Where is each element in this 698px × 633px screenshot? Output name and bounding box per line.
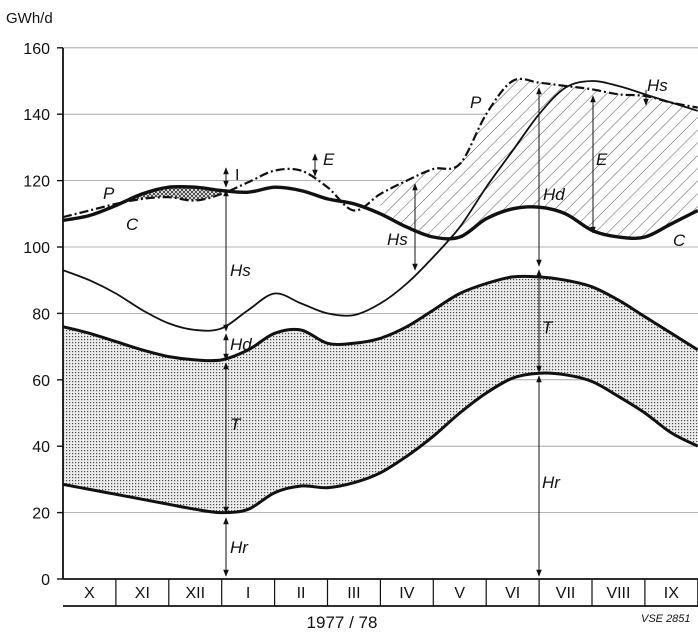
- series-line-hr: [63, 371, 698, 515]
- month-label-XI: XI: [135, 585, 150, 602]
- label-hs-right: Hs: [647, 76, 668, 95]
- label-e-left: E: [323, 150, 335, 169]
- y-tick-label-0: 0: [41, 572, 50, 589]
- y-tick-label-60: 60: [32, 373, 50, 390]
- month-label-II: II: [297, 585, 306, 602]
- month-label-VIII: VIII: [606, 585, 630, 602]
- label-hd-jun: Hd: [543, 185, 565, 204]
- month-axis: X XI XII I II III IV V VI VII VIII IX: [84, 579, 698, 606]
- label-hr-jul: Hr: [542, 473, 561, 492]
- storage-band-area: [63, 276, 698, 513]
- month-label-I: I: [246, 585, 250, 602]
- label-hr-jan: Hr: [230, 538, 249, 557]
- x-axis-title: 1977 / 78: [307, 613, 378, 632]
- y-tick-label-40: 40: [32, 439, 50, 456]
- label-e-right: E: [596, 150, 608, 169]
- y-tick-label-120: 120: [23, 174, 50, 191]
- month-label-III: III: [347, 585, 360, 602]
- month-label-IX: IX: [664, 585, 679, 602]
- filled-areas: [63, 78, 698, 513]
- label-c-right: C: [673, 231, 686, 250]
- series-line-hd: [63, 80, 698, 332]
- month-label-XII: XII: [185, 585, 205, 602]
- label-hs-jan: Hs: [230, 261, 251, 280]
- y-tick-label-20: 20: [32, 506, 50, 523]
- month-label-V: V: [454, 585, 465, 602]
- y-axis-ticks: 0 20 40 60 80 100 120 140 160: [23, 41, 63, 589]
- label-t-jul: T: [542, 318, 554, 337]
- y-tick-label-100: 100: [23, 240, 50, 257]
- series-line-p: [63, 77, 698, 219]
- label-hd-jan: Hd: [230, 335, 252, 354]
- label-c-left: C: [126, 215, 139, 234]
- label-i: I: [235, 167, 239, 184]
- label-hs-apr: Hs: [387, 230, 408, 249]
- y-tick-label-140: 140: [23, 107, 50, 124]
- month-label-VII: VII: [556, 585, 576, 602]
- y-tick-label-160: 160: [23, 41, 50, 58]
- label-p-left: P: [103, 184, 115, 203]
- series-line-t: [63, 274, 698, 363]
- month-label-VI: VI: [505, 585, 520, 602]
- label-p-right: P: [470, 93, 482, 112]
- label-t-jan: T: [230, 415, 242, 434]
- shortfall-area: [115, 186, 222, 206]
- y-tick-label-80: 80: [32, 306, 50, 323]
- credit-label: VSE 2851: [641, 613, 691, 625]
- month-label-X: X: [84, 585, 95, 602]
- month-label-IV: IV: [399, 585, 414, 602]
- y-axis-title: GWh/d: [6, 10, 53, 27]
- dimension-arrows: [223, 87, 649, 577]
